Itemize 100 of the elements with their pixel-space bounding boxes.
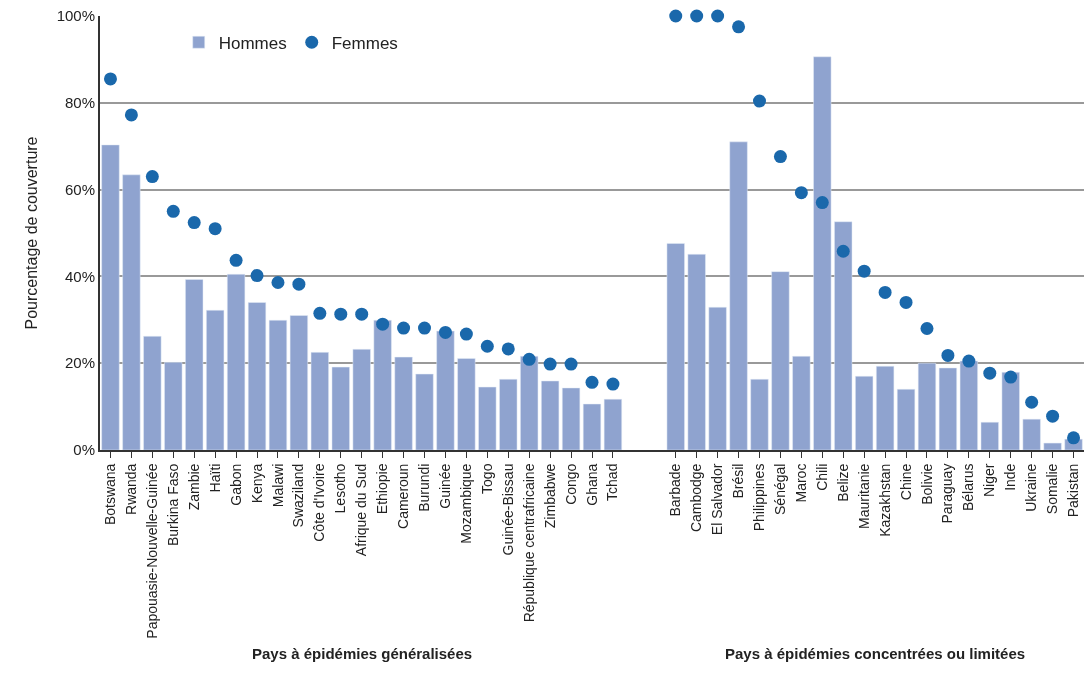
bar bbox=[352, 349, 371, 450]
bar bbox=[310, 352, 329, 450]
x-tick-label: Ghana bbox=[583, 463, 600, 506]
point bbox=[941, 348, 955, 362]
bar bbox=[247, 302, 267, 450]
bar bbox=[101, 144, 120, 450]
x-tick-label: Brésil bbox=[730, 463, 747, 499]
bar bbox=[687, 254, 706, 450]
point bbox=[669, 9, 683, 23]
point bbox=[711, 9, 725, 23]
x-tick-label: Lesotho bbox=[332, 463, 349, 514]
text: Pays à épidémies généralisées bbox=[252, 645, 473, 662]
point bbox=[899, 295, 913, 309]
bar bbox=[917, 362, 937, 450]
bar bbox=[813, 56, 832, 450]
x-tick-label: Philippines bbox=[751, 463, 768, 532]
point bbox=[753, 94, 766, 108]
point bbox=[983, 366, 997, 380]
x-tick-label: Sénégal bbox=[771, 463, 788, 515]
x-tick-label: Botswana bbox=[102, 463, 119, 526]
x-tick-label: Côte d'Ivoire bbox=[311, 463, 328, 542]
x-tick-label: République centrafricaine bbox=[520, 463, 537, 623]
x-tick-label: Rwanda bbox=[122, 463, 139, 515]
point bbox=[836, 244, 850, 258]
bar bbox=[855, 375, 874, 450]
bar bbox=[122, 174, 141, 450]
x-tick-label: Zimbabwe bbox=[541, 463, 558, 529]
point bbox=[334, 307, 348, 321]
y-tick-label: 100% bbox=[56, 7, 95, 25]
bar bbox=[520, 356, 539, 450]
x-tick-label: Papouasie-Nouvelle-Guinée bbox=[143, 463, 160, 639]
bar bbox=[206, 310, 225, 450]
point bbox=[690, 9, 704, 23]
x-tick-label: Maroc bbox=[792, 463, 809, 503]
bar bbox=[541, 380, 560, 450]
x-tick-label: Ukraine bbox=[1023, 463, 1040, 512]
bar bbox=[834, 221, 853, 450]
x-tick-label: Malawi bbox=[269, 463, 286, 508]
point bbox=[1004, 370, 1018, 384]
point bbox=[1025, 395, 1039, 409]
x-tick-label: Bélarus bbox=[960, 463, 977, 512]
x-tick-label: Mozambique bbox=[457, 463, 474, 544]
bar bbox=[750, 379, 769, 450]
point bbox=[418, 321, 432, 335]
x-tick-label: Gabon bbox=[227, 463, 244, 506]
bar bbox=[268, 319, 287, 450]
point bbox=[292, 277, 306, 291]
point bbox=[962, 354, 976, 368]
bar bbox=[499, 379, 518, 450]
bar bbox=[959, 360, 978, 450]
point bbox=[878, 285, 892, 299]
point bbox=[857, 264, 871, 278]
point bbox=[564, 357, 578, 371]
x-tick-label: Belize bbox=[834, 463, 851, 502]
bar bbox=[729, 141, 748, 450]
point bbox=[920, 321, 934, 335]
point bbox=[397, 321, 411, 335]
bar bbox=[603, 398, 622, 450]
x-tick-label: Swaziland bbox=[290, 463, 307, 528]
y-tick-label: 40% bbox=[64, 267, 95, 285]
point bbox=[522, 352, 536, 366]
point bbox=[732, 20, 746, 34]
x-tick-label: Ethiopie bbox=[374, 463, 391, 515]
point bbox=[543, 357, 557, 371]
x-tick-label: Niger bbox=[981, 463, 998, 498]
point bbox=[376, 317, 390, 331]
y-tick-label: 0% bbox=[73, 441, 95, 459]
legend-label: Hommes bbox=[218, 33, 287, 53]
bar bbox=[876, 365, 895, 450]
x-tick-label: Guinée-Bissau bbox=[499, 463, 516, 556]
x-tick-label: Bolivie bbox=[918, 463, 935, 505]
x-tick-label: Chili bbox=[813, 463, 830, 491]
y-tick-label: 20% bbox=[64, 354, 95, 372]
bar bbox=[373, 319, 392, 450]
point bbox=[1067, 431, 1081, 445]
bar bbox=[436, 330, 455, 450]
point bbox=[355, 307, 369, 321]
bar bbox=[1001, 372, 1020, 450]
x-tick-label: Inde bbox=[1002, 463, 1019, 491]
point bbox=[208, 222, 222, 236]
x-tick-label: Pakistan bbox=[1065, 463, 1082, 518]
point bbox=[250, 269, 264, 283]
point bbox=[313, 306, 327, 320]
bar bbox=[143, 336, 162, 450]
bar bbox=[938, 367, 957, 450]
bar bbox=[331, 366, 350, 450]
point bbox=[166, 204, 180, 218]
bar bbox=[980, 421, 999, 450]
bar bbox=[562, 387, 581, 450]
point bbox=[501, 342, 515, 356]
x-tick-label: Tchad bbox=[604, 463, 621, 501]
x-tick-label: Kazakhstan bbox=[876, 463, 893, 537]
point bbox=[585, 375, 599, 389]
y-axis-title: Pourcentage de couverture bbox=[23, 136, 41, 330]
x-tick-label: Guinée bbox=[437, 463, 453, 509]
bar bbox=[792, 356, 811, 450]
bar bbox=[164, 362, 183, 450]
bar bbox=[185, 279, 204, 450]
bar bbox=[1022, 418, 1041, 450]
bar bbox=[1043, 442, 1062, 450]
